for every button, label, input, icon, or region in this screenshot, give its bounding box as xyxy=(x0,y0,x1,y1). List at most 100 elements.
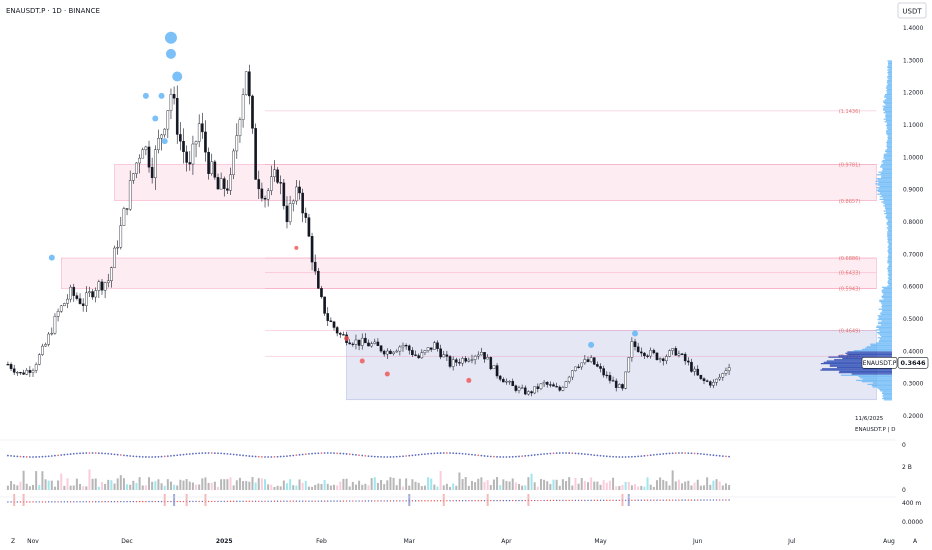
profile-bar xyxy=(886,84,892,87)
volume-bar xyxy=(28,486,31,490)
ind3-dot xyxy=(91,501,94,503)
osc-dot xyxy=(151,456,154,458)
profile-bar xyxy=(872,386,892,388)
ind3-dot xyxy=(552,499,555,502)
osc-dot xyxy=(540,453,542,456)
ind3-dot xyxy=(104,501,106,503)
profile-bar xyxy=(883,106,892,109)
candle-body xyxy=(141,149,145,159)
candle-body xyxy=(671,348,674,351)
osc-dot xyxy=(248,455,251,457)
candle-body xyxy=(100,281,104,291)
osc-dot xyxy=(630,455,633,458)
volume-bar xyxy=(458,472,461,490)
volume-bar xyxy=(44,479,47,490)
candle-body xyxy=(702,378,706,381)
candle-body xyxy=(153,149,157,179)
ind3-dot xyxy=(79,501,81,503)
candle-body xyxy=(545,382,549,385)
volume-bar xyxy=(499,485,502,490)
profile-bar xyxy=(885,104,892,106)
candle-body xyxy=(639,351,643,354)
ind3-dot xyxy=(261,500,263,502)
profile-bar xyxy=(888,70,892,72)
volume-bar xyxy=(646,477,649,490)
osc-dot xyxy=(311,452,313,455)
last-price-value-box xyxy=(897,356,929,369)
profile-bar xyxy=(888,242,892,244)
profile-bar xyxy=(885,150,892,153)
osc-dot xyxy=(411,454,414,457)
volume-bar xyxy=(376,482,379,490)
candle-body xyxy=(119,225,123,248)
candle-body xyxy=(473,355,477,360)
profile-bar xyxy=(875,329,892,331)
osc-dot xyxy=(455,452,458,455)
price-axis[interactable]: 0.2000 0.3000 0.4000 0.5000 0.6000 0.7000 0.80… xyxy=(903,26,924,420)
candle-body xyxy=(197,123,201,142)
osc-dot xyxy=(408,454,411,457)
volume-bar xyxy=(621,484,624,490)
x-tick-label-2: 2025 xyxy=(216,538,233,545)
osc-dot xyxy=(543,453,545,455)
profile-bar xyxy=(887,69,892,71)
candle-body xyxy=(235,135,239,152)
volume-bar xyxy=(630,485,633,490)
profile-bar xyxy=(878,181,892,184)
ind3-dot xyxy=(229,500,232,503)
volume-bar xyxy=(69,485,72,490)
osc-dot xyxy=(361,454,364,457)
candle-body xyxy=(270,176,273,191)
volume-bar xyxy=(311,486,314,490)
volume-bar xyxy=(314,484,317,490)
info-symbol: ENAUSDT.P | D xyxy=(855,427,895,433)
osc-dot xyxy=(333,452,335,455)
ind3-dot xyxy=(189,500,191,503)
ind3-dot xyxy=(16,501,19,503)
osc-dot xyxy=(373,455,376,458)
zone-2 xyxy=(346,330,877,401)
candle-body xyxy=(539,383,543,389)
ind3-dot xyxy=(298,500,301,502)
currency-button-frame[interactable] xyxy=(897,2,927,19)
osc-dot xyxy=(464,453,467,455)
currency-button[interactable]: USDT xyxy=(902,8,922,16)
profile-bar xyxy=(880,172,892,175)
ind3-dot xyxy=(671,499,674,501)
profile-bar xyxy=(826,360,892,362)
volume-bar xyxy=(530,473,533,490)
profile-bar xyxy=(879,300,892,303)
candle-body xyxy=(574,366,577,371)
volume-bar xyxy=(116,478,119,490)
volume-bar xyxy=(565,481,568,490)
osc-dot xyxy=(141,455,144,458)
volume-bar xyxy=(307,486,310,490)
profile-bar xyxy=(883,293,892,295)
profile-bar xyxy=(884,212,892,215)
volume-bar xyxy=(126,484,129,490)
volume-bar xyxy=(91,478,94,490)
ind3-dot xyxy=(327,500,329,502)
volume-bar xyxy=(728,485,731,490)
volume-bar xyxy=(238,477,241,490)
profile-bar xyxy=(887,147,892,149)
osc-dot xyxy=(612,455,614,458)
time-axis[interactable]: Nov Dec 2025 Feb Mar Apr May Jun Jul Aug xyxy=(27,538,895,545)
profile-bar xyxy=(861,381,892,383)
candle-body xyxy=(668,350,671,357)
ind3-dot xyxy=(521,499,523,502)
ind3-dot xyxy=(76,501,78,503)
volume-bar xyxy=(213,481,216,490)
volume-bar xyxy=(449,486,452,490)
candle-body xyxy=(69,286,72,300)
ind3-dot xyxy=(273,500,276,502)
candle-body xyxy=(386,350,389,355)
volume-bar xyxy=(264,479,267,490)
profile-bar xyxy=(875,180,892,182)
ind3-dot xyxy=(374,500,376,502)
profile-bar xyxy=(881,392,892,394)
timezone-button[interactable]: Z xyxy=(11,538,15,545)
ind3-dot xyxy=(232,500,235,503)
auto-scale-button[interactable]: A xyxy=(913,538,918,545)
